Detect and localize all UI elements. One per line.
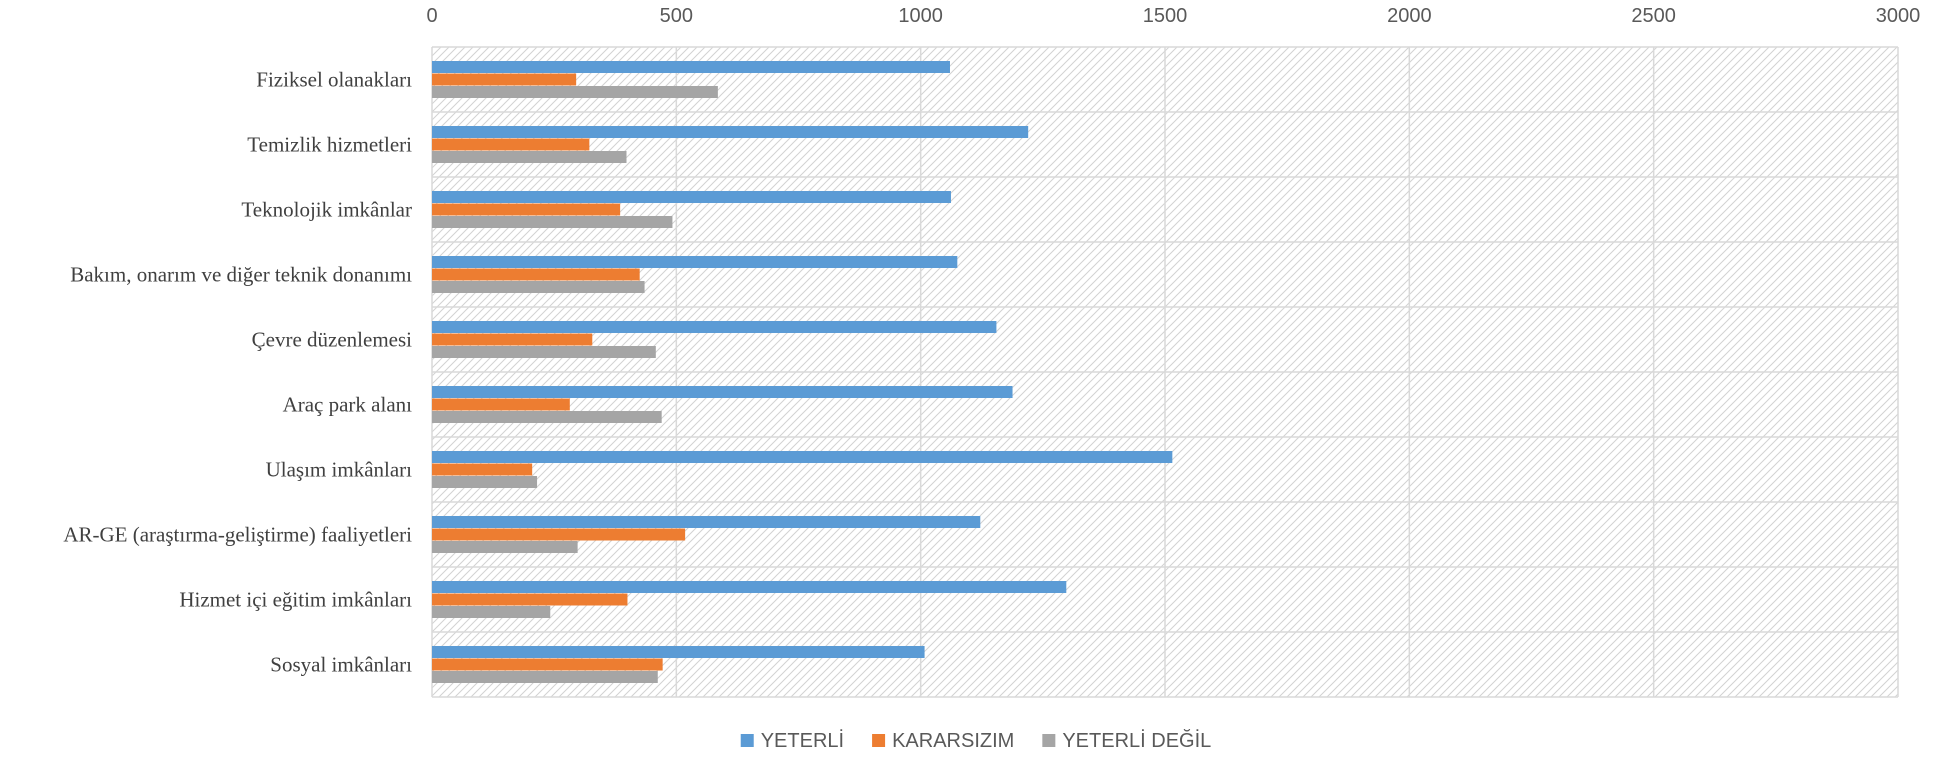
legend-label-yeterli: YETERLİ <box>761 729 844 752</box>
x-tick-label: 1500 <box>1143 5 1188 27</box>
x-tick-label: 3000 <box>1876 5 1921 27</box>
bar-kararsizim <box>432 203 621 216</box>
bar-kararsizim <box>432 333 593 346</box>
category-label: Fiziksel olanakları <box>256 68 412 92</box>
bar-yeterli <box>432 191 951 203</box>
bar-yeterli-degil <box>432 216 673 228</box>
bar-kararsizim <box>432 138 590 151</box>
category-label: Çevre düzenlemesi <box>252 328 413 352</box>
bar-yeterli-degil <box>432 86 718 98</box>
bar-yeterli <box>432 256 958 268</box>
bar-yeterli <box>432 516 981 528</box>
category-label: Temizlik hizmetleri <box>247 133 412 157</box>
legend-swatch-yeterli <box>740 734 754 747</box>
category-label: Sosyal imkânları <box>270 653 412 677</box>
category-label: Hizmet içi eğitim imkânları <box>179 588 412 612</box>
bar-yeterli <box>432 61 950 73</box>
x-tick-label: 500 <box>660 5 693 27</box>
bar-yeterli-degil <box>432 606 551 618</box>
bars <box>432 61 1173 683</box>
category-labels: Fiziksel olanakları Temizlik hizmetleri Te… <box>63 68 412 677</box>
bar-yeterli-degil <box>432 411 662 423</box>
bar-yeterli <box>432 451 1173 463</box>
category-label: Bakım, onarım ve diğer teknik donanımı <box>70 263 412 287</box>
category-label: AR-GE (araştırma-geliştirme) faaliyetler… <box>63 523 412 547</box>
bar-yeterli-degil <box>432 476 538 488</box>
x-tick-label: 2500 <box>1631 5 1676 27</box>
bar-kararsizim <box>432 398 570 411</box>
bar-yeterli-degil <box>432 281 645 293</box>
x-tick-label: 0 <box>426 5 437 27</box>
category-label: Teknolojik imkânlar <box>241 198 412 222</box>
bar-kararsizim <box>432 268 640 281</box>
bar-kararsizim <box>432 593 628 606</box>
legend-swatch-yeterli-degil <box>1042 734 1056 747</box>
gridlines <box>431 46 1899 698</box>
bar-yeterli-degil <box>432 151 627 163</box>
legend-swatch-kararsizim <box>872 734 886 747</box>
bar-yeterli-degil <box>432 671 658 683</box>
bar-yeterli-degil <box>432 346 656 358</box>
category-label: Araç park alanı <box>283 393 413 417</box>
x-tick-label: 2000 <box>1387 5 1432 27</box>
bar-yeterli-degil <box>432 541 578 553</box>
category-label: Ulaşım imkânları <box>266 458 413 482</box>
bar-kararsizim <box>432 73 577 86</box>
x-tick-label: 1000 <box>898 5 943 27</box>
legend: YETERLİ KARARSIZIM YETERLİ DEĞİL <box>740 729 1211 752</box>
bar-kararsizim <box>432 463 533 476</box>
bar-yeterli <box>432 321 997 333</box>
x-axis-ticks: 0 500 1000 1500 2000 2500 3000 <box>426 5 1920 27</box>
bar-yeterli <box>432 386 1013 398</box>
legend-label-kararsizim: KARARSIZIM <box>892 730 1014 752</box>
bar-yeterli <box>432 581 1067 593</box>
bar-kararsizim <box>432 658 663 671</box>
bar-yeterli <box>432 126 1029 138</box>
bar-kararsizim <box>432 528 686 541</box>
bar-yeterli <box>432 646 925 658</box>
legend-label-yeterli-degil: YETERLİ DEĞİL <box>1062 729 1211 752</box>
